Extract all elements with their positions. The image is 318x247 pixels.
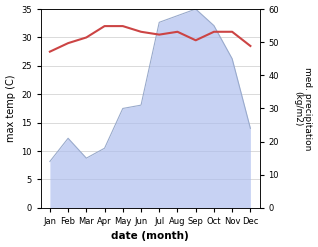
X-axis label: date (month): date (month) (111, 231, 189, 242)
Y-axis label: med. precipitation
(kg/m2): med. precipitation (kg/m2) (293, 67, 313, 150)
Y-axis label: max temp (C): max temp (C) (5, 75, 16, 142)
